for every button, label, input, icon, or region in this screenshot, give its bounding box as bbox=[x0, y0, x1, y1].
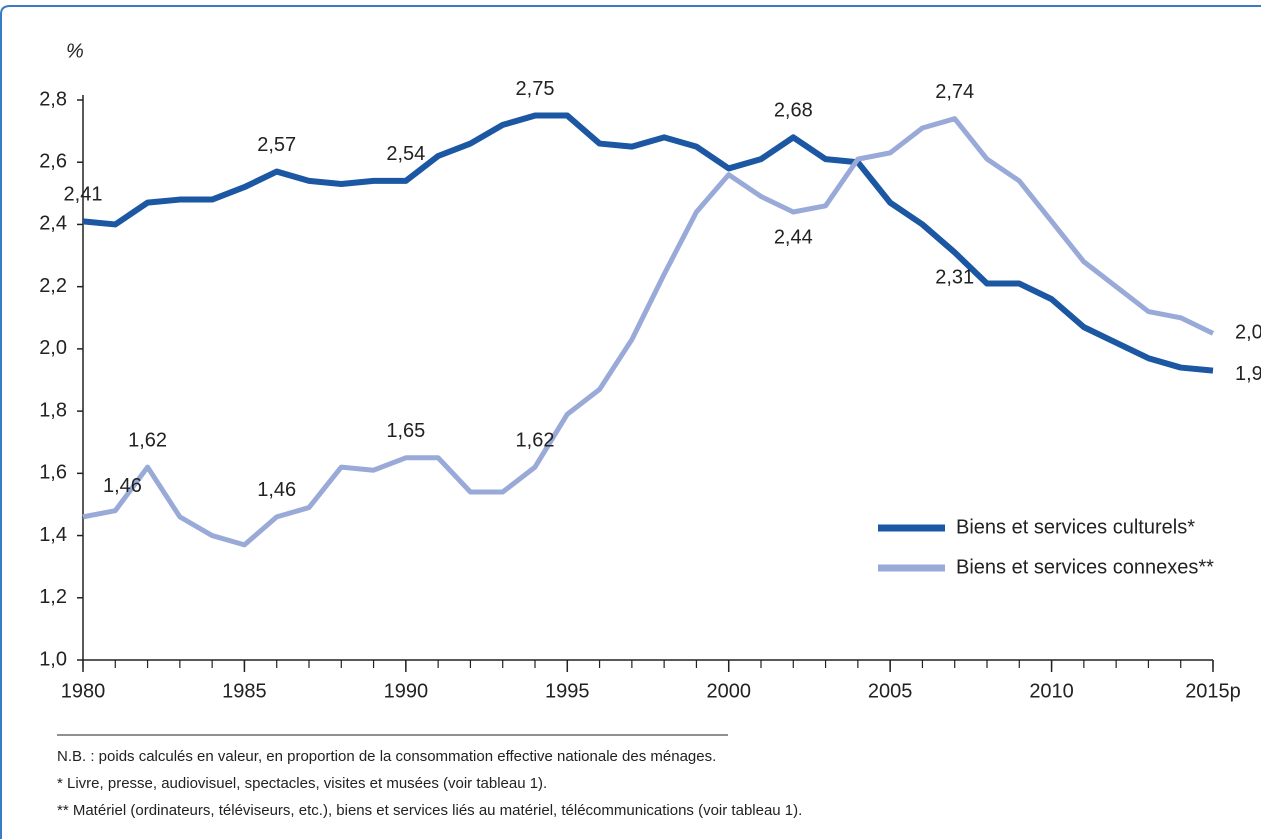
y-tick-label: 2,2 bbox=[39, 275, 67, 297]
data-label: 2,75 bbox=[516, 78, 555, 100]
y-tick-label: 2,6 bbox=[39, 151, 67, 173]
x-tick-label: 1990 bbox=[384, 680, 429, 702]
y-tick-label: 1,4 bbox=[39, 524, 67, 546]
data-label: 2,44 bbox=[774, 226, 813, 248]
data-label: 1,62 bbox=[516, 429, 555, 451]
data-label: 2,41 bbox=[64, 184, 103, 206]
data-label: 2,68 bbox=[774, 100, 813, 122]
data-label: 1,46 bbox=[257, 479, 296, 501]
y-tick-label: 2,4 bbox=[39, 213, 67, 235]
data-label: 2,31 bbox=[935, 267, 974, 289]
data-label: 2,74 bbox=[935, 81, 974, 103]
y-tick-label: 2,8 bbox=[39, 88, 67, 110]
frame bbox=[0, 5, 1261, 839]
footnote: N.B. : poids calculés en valeur, en prop… bbox=[57, 748, 716, 765]
legend-label: Biens et services culturels* bbox=[956, 516, 1195, 538]
data-label: 1,93 bbox=[1235, 363, 1261, 385]
series-line bbox=[82, 116, 1215, 548]
x-tick-label: 2000 bbox=[706, 680, 751, 702]
data-label: 1,65 bbox=[386, 420, 425, 442]
x-tick-label: 2005 bbox=[868, 680, 913, 702]
x-tick-label: 2015p bbox=[1185, 680, 1241, 702]
y-tick-label: 1,8 bbox=[39, 399, 67, 421]
footnote: ** Matériel (ordinateurs, téléviseurs, e… bbox=[57, 802, 802, 819]
data-label: 2,54 bbox=[386, 143, 425, 165]
legend-label: Biens et services connexes** bbox=[956, 556, 1214, 578]
data-label: 2,57 bbox=[257, 134, 296, 156]
y-tick-label: 1,0 bbox=[39, 648, 67, 670]
y-tick-label: 1,2 bbox=[39, 586, 67, 608]
series-line bbox=[82, 112, 1214, 374]
data-label: 1,62 bbox=[128, 429, 167, 451]
x-tick-label: 1995 bbox=[545, 680, 590, 702]
x-tick-label: 1985 bbox=[222, 680, 267, 702]
data-label: 2,05 bbox=[1235, 322, 1261, 344]
x-tick-label: 2010 bbox=[1029, 680, 1074, 702]
y-tick-label: 2,0 bbox=[39, 337, 67, 359]
x-tick-label: 1980 bbox=[61, 680, 106, 702]
footnote: * Livre, presse, audiovisuel, spectacles… bbox=[57, 775, 547, 792]
y-axis-label: % bbox=[66, 40, 84, 62]
data-label: 1,46 bbox=[103, 475, 142, 497]
y-tick-label: 1,6 bbox=[39, 462, 67, 484]
